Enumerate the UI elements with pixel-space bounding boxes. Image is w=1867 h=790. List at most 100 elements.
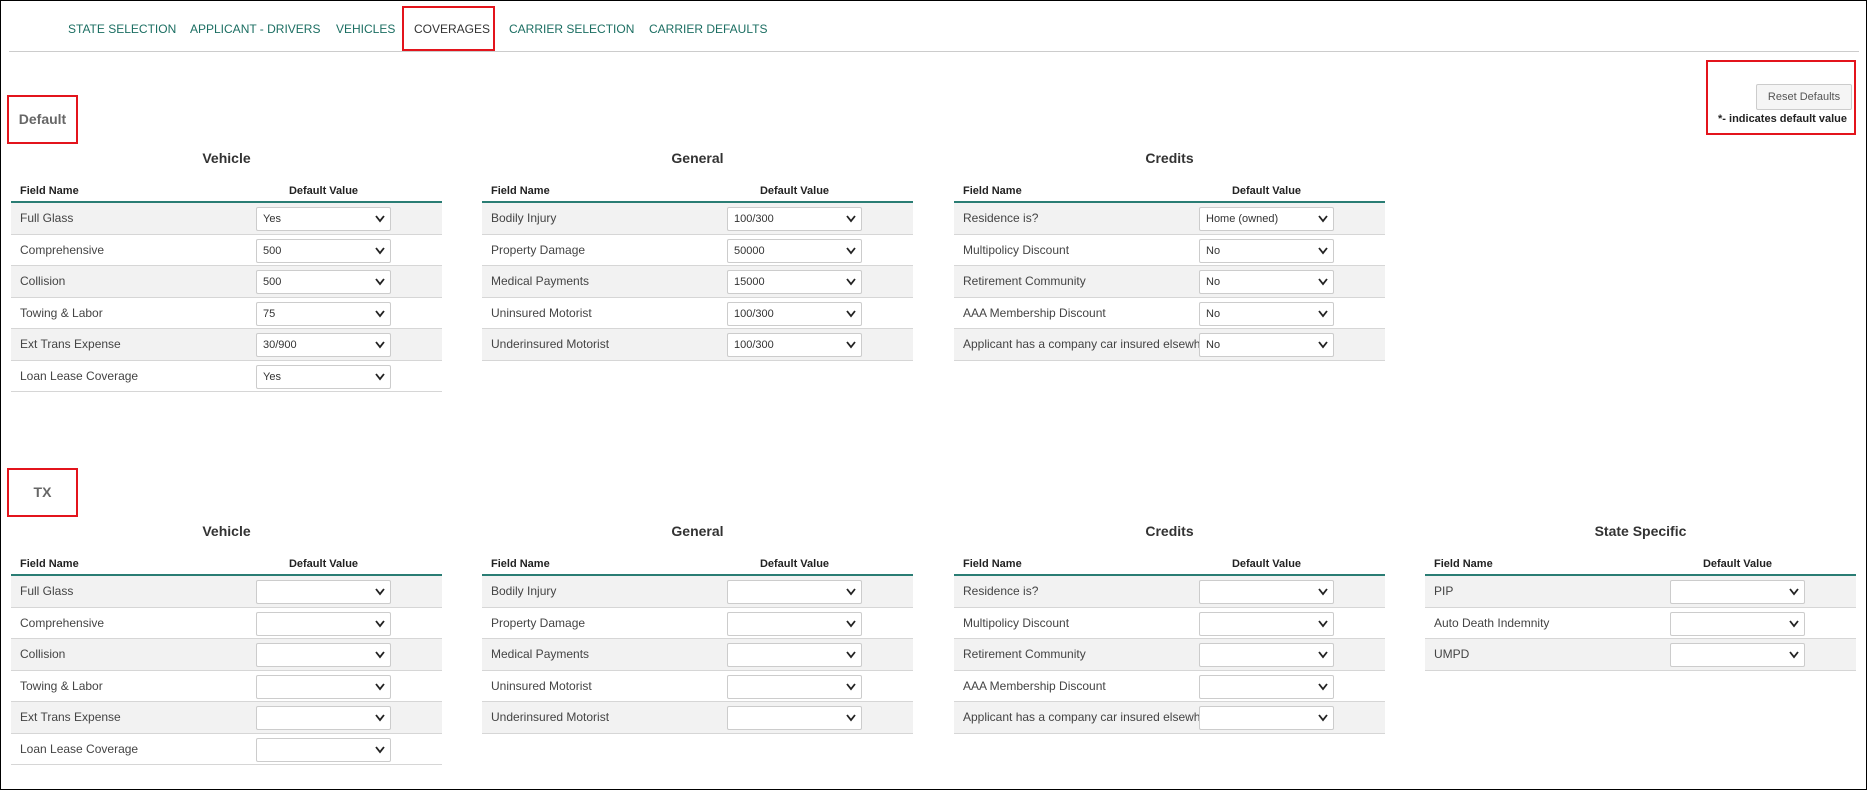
dropdown[interactable]: No (1199, 238, 1334, 263)
chevron (375, 309, 385, 317)
column-header: Field Name (20, 558, 79, 570)
chevron (1789, 619, 1799, 627)
field-name: AAA Membership Discount (963, 678, 1106, 693)
dropdown[interactable] (1199, 706, 1334, 730)
column-header: Default Value (1702, 558, 1773, 570)
dropdown[interactable] (1199, 611, 1334, 636)
field-name: UMPD (1434, 647, 1470, 661)
dropdown[interactable] (727, 580, 862, 604)
dropdown[interactable]: No (1199, 333, 1334, 357)
table-row: Full Glass Yes (11, 203, 442, 235)
field-name: Collision (20, 647, 66, 661)
dropdown[interactable] (1670, 580, 1805, 604)
dropdown[interactable]: Yes (256, 364, 391, 389)
chevron (375, 246, 385, 254)
table-title: Vehicle (202, 150, 251, 166)
dropdown[interactable]: Yes (256, 207, 391, 231)
dropdown[interactable] (1199, 580, 1334, 604)
table-row: Residence is? (954, 576, 1385, 608)
nav-tab[interactable]: CARRIER SELECTION (509, 22, 635, 36)
dropdown[interactable] (727, 706, 862, 730)
dropdown[interactable]: 50000 (727, 238, 862, 263)
dropdown[interactable] (1670, 643, 1805, 667)
chevron (1318, 682, 1328, 690)
header-divider (11, 201, 442, 203)
field-name: Retirement Community (963, 274, 1086, 288)
dropdown[interactable] (256, 706, 391, 730)
dropdown[interactable] (1670, 611, 1805, 636)
table-row: Bodily Injury 100/300 (482, 203, 913, 235)
table-row: Full Glass (11, 576, 442, 608)
table-row: Retirement Community No (954, 266, 1385, 298)
table-row: Retirement Community (954, 639, 1385, 671)
dropdown[interactable] (1199, 674, 1334, 699)
dropdown[interactable]: 75 (256, 301, 391, 326)
dropdown[interactable] (256, 580, 391, 604)
chevron (1318, 309, 1328, 317)
field-name: Towing & Labor (20, 305, 103, 320)
dropdown[interactable] (727, 611, 862, 636)
field-name: Uninsured Motorist (491, 678, 592, 693)
field-name: Full Glass (20, 211, 74, 225)
dropdown[interactable] (1199, 643, 1334, 667)
dropdown[interactable] (727, 674, 862, 699)
header-divider (11, 574, 442, 576)
table-row: Residence is? Home (owned) (954, 203, 1385, 235)
field-name: Uninsured Motorist (491, 305, 592, 320)
nav-tab[interactable]: COVERAGES (414, 22, 491, 36)
dropdown[interactable]: 30/900 (256, 333, 391, 357)
dropdown[interactable]: Home (owned) (1199, 207, 1334, 231)
table-row: UMPD (1425, 639, 1856, 671)
reset-button[interactable]: Reset Defaults (1756, 84, 1852, 110)
dropdown[interactable] (256, 611, 391, 636)
nav-tab[interactable]: STATE SELECTION (68, 22, 177, 36)
table-row: Uninsured Motorist 100/300 (482, 298, 913, 329)
dropdown[interactable] (727, 643, 862, 667)
dropdown[interactable]: 500 (256, 238, 391, 263)
table-row: Uninsured Motorist (482, 671, 913, 702)
column-header: Default Value (759, 185, 830, 197)
chevron (375, 714, 385, 722)
dropdown[interactable]: 100/300 (727, 301, 862, 326)
field-name: Comprehensive (20, 615, 105, 630)
field-name: Multipolicy Discount (963, 615, 1070, 630)
nav-tab[interactable]: VEHICLES (336, 22, 396, 36)
dropdown[interactable] (256, 674, 391, 699)
dropdown[interactable]: 500 (256, 270, 391, 294)
header-divider (482, 574, 913, 576)
table-row: Ext Trans Expense (11, 702, 442, 734)
chevron (846, 278, 856, 286)
coverage-table: Vehicle Field Name Default Value Full Glass… (11, 148, 442, 392)
chevron (846, 341, 856, 349)
table-row: Medical Payments 15000 (482, 266, 913, 298)
field-name: Residence is? (963, 584, 1039, 598)
coverage-table: General Field Name Default Value Bodily Inj… (482, 148, 913, 361)
chevron (846, 246, 856, 254)
chevron (375, 682, 385, 690)
column-header: Default Value (1231, 185, 1302, 197)
chevron (1318, 651, 1328, 659)
nav-tab[interactable]: APPLICANT - DRIVERS (190, 22, 321, 36)
column-header: Default Value (288, 558, 359, 570)
table-title: State Specific (1594, 523, 1687, 539)
header-divider (954, 201, 1385, 203)
table-row: Medical Payments (482, 639, 913, 671)
nav-tab[interactable]: CARRIER DEFAULTS (649, 22, 768, 36)
table-row: Applicant has a company car insured else… (954, 702, 1385, 734)
chevron (375, 588, 385, 596)
dropdown[interactable]: 15000 (727, 270, 862, 294)
column-header: Field Name (491, 185, 550, 197)
field-name: Property Damage (491, 242, 586, 257)
dropdown[interactable] (256, 643, 391, 667)
table-row: Multipolicy Discount (954, 608, 1385, 639)
field-name: Loan Lease Coverage (20, 368, 139, 383)
highlight-box (402, 6, 495, 51)
dropdown[interactable]: No (1199, 270, 1334, 294)
dropdown[interactable] (256, 737, 391, 762)
dropdown[interactable]: 100/300 (727, 333, 862, 357)
dropdown[interactable]: No (1199, 301, 1334, 326)
dropdown[interactable]: 100/300 (727, 207, 862, 231)
nav-divider (9, 51, 1859, 52)
field-name: Medical Payments (491, 274, 590, 288)
